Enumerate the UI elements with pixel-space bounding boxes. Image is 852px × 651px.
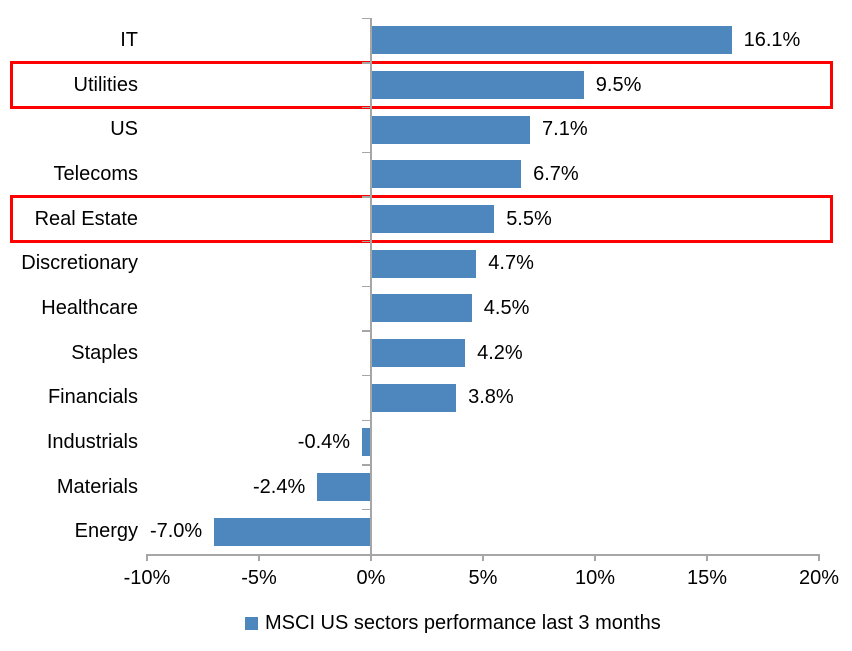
- bar: [371, 160, 522, 189]
- value-label: -2.4%: [252, 475, 306, 498]
- category-tick: [362, 285, 372, 287]
- category-label: Discretionary: [21, 252, 138, 275]
- x-axis-tick-label: 0%: [356, 567, 386, 589]
- x-axis-tick: [818, 554, 820, 561]
- bar: [317, 473, 371, 501]
- category-tick: [362, 106, 372, 109]
- value-label: 4.7%: [488, 252, 534, 275]
- bar: [371, 383, 457, 412]
- value-label: 16.1%: [743, 29, 801, 51]
- value-label: 5.5%: [506, 207, 552, 230]
- category-tick: [362, 374, 372, 377]
- x-axis-tick: [146, 554, 148, 561]
- category-label: Healthcare: [41, 297, 138, 319]
- category-tick: [362, 419, 372, 421]
- bar: [371, 26, 732, 55]
- category-tick: [362, 17, 372, 19]
- highlight-box-utilities: [10, 61, 833, 109]
- value-label: 9.5%: [595, 73, 642, 96]
- value-label: 4.2%: [477, 341, 523, 364]
- x-axis-tick: [594, 554, 596, 561]
- bar: [362, 428, 371, 457]
- x-axis-tick-label: -5%: [241, 567, 277, 589]
- category-tick: [362, 151, 372, 153]
- category-label: Financials: [47, 386, 138, 409]
- bar: [371, 294, 472, 323]
- value-label: 4.5%: [483, 297, 530, 319]
- category-label: Utilities: [73, 73, 138, 96]
- category-label: Materials: [56, 475, 138, 498]
- x-axis-tick-label: -10%: [123, 567, 171, 589]
- category-tick: [362, 330, 372, 332]
- category-tick: [362, 240, 372, 243]
- category-tick: [362, 464, 372, 466]
- value-label: 6.7%: [533, 163, 579, 185]
- category-label: Telecoms: [53, 163, 138, 185]
- category-label: Energy: [74, 520, 138, 543]
- category-label: Industrials: [46, 431, 138, 453]
- category-tick: [362, 62, 372, 64]
- bar: [371, 205, 495, 233]
- x-axis-tick-label: 5%: [468, 567, 498, 589]
- legend: MSCI US sectors performance last 3 month…: [245, 612, 661, 635]
- legend-label: MSCI US sectors performance last 3 month…: [265, 612, 661, 634]
- value-label: -7.0%: [149, 520, 203, 543]
- legend-marker-icon: [245, 617, 258, 630]
- value-label: 3.8%: [468, 386, 514, 409]
- category-label: Real Estate: [34, 207, 138, 230]
- bar: [371, 71, 584, 99]
- category-tick: [362, 196, 372, 198]
- value-label: 7.1%: [542, 118, 588, 141]
- category-label: US: [110, 118, 138, 141]
- x-axis-tick: [482, 554, 484, 561]
- category-label: Staples: [71, 341, 138, 364]
- x-axis-tick-label: 10%: [574, 567, 616, 589]
- bar: [371, 339, 466, 367]
- bar: [214, 517, 371, 546]
- category-tick: [362, 553, 372, 555]
- x-axis-tick: [258, 554, 260, 561]
- bar: [371, 115, 531, 144]
- x-axis-tick-label: 15%: [686, 567, 728, 589]
- category-tick: [362, 508, 372, 511]
- highlight-box-real-estate: [10, 195, 833, 243]
- x-axis-tick-label: 20%: [798, 567, 840, 589]
- value-label: -0.4%: [297, 431, 351, 453]
- bar: [371, 249, 477, 278]
- x-axis-tick: [706, 554, 708, 561]
- category-label: IT: [120, 29, 138, 51]
- x-axis-tick: [370, 554, 372, 561]
